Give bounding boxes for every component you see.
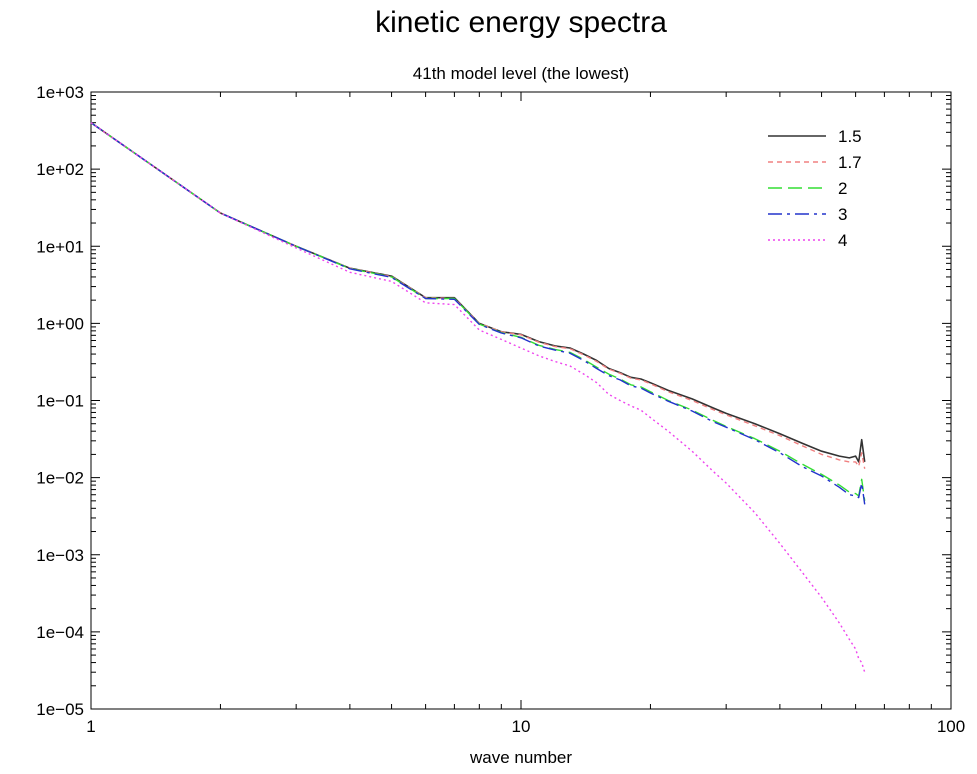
x-tick-label: 100 <box>937 717 965 736</box>
series-line-4 <box>90 122 866 673</box>
legend: 1.5 1.7 2 3 4 <box>768 127 862 250</box>
series-line-1-7 <box>90 122 866 469</box>
y-tick-label: 1e−04 <box>36 623 84 642</box>
y-tick-label: 1e−02 <box>36 469 84 488</box>
x-axis-label: wave number <box>469 748 572 767</box>
y-tick-label: 1e+02 <box>36 160 84 179</box>
plot-frame <box>90 91 952 710</box>
legend-label: 1.7 <box>838 153 862 172</box>
series-line-3 <box>90 122 866 505</box>
y-tick-label: 1e−03 <box>36 546 84 565</box>
x-tick-label: 10 <box>512 717 531 736</box>
axis-ticks <box>90 92 951 710</box>
y-tick-label: 1e−05 <box>36 700 84 719</box>
chart-title: kinetic energy spectra <box>375 6 667 39</box>
y-tick-label: 1e+01 <box>36 237 84 256</box>
series-line-2 <box>90 122 866 501</box>
x-tick-label: 1 <box>86 717 95 736</box>
series-line-1-5 <box>90 122 866 463</box>
legend-label: 1.5 <box>838 127 862 146</box>
series-lines <box>90 122 866 673</box>
legend-label: 3 <box>838 205 847 224</box>
y-tick-label: 1e+00 <box>36 314 84 333</box>
y-tick-label: 1e+03 <box>36 83 84 102</box>
chart-subtitle: 41th model level (the lowest) <box>413 64 629 83</box>
axis-tick-labels: 1 10 100 1e+03 1e+02 1e+01 1e+00 1e−01 1e−02 1e−0… <box>36 83 965 736</box>
legend-label: 2 <box>838 179 847 198</box>
legend-label: 4 <box>838 231 847 250</box>
y-tick-label: 1e−01 <box>36 392 84 411</box>
